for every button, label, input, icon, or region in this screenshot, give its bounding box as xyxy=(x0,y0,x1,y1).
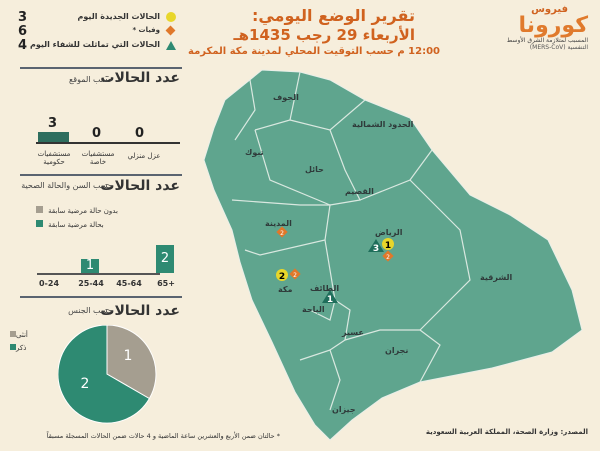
pie-slice-male xyxy=(58,325,151,424)
recovered-marker-riyadh xyxy=(368,239,384,252)
map-label-jouf: الجوف xyxy=(273,93,299,102)
pie-label-male: 2 xyxy=(81,376,90,392)
green-square-icon xyxy=(10,344,16,350)
death-marker-riyadh xyxy=(382,250,394,262)
map-label-riyadh: الرياض xyxy=(375,228,403,238)
orange-diamond-icon xyxy=(165,25,176,36)
age-bar: 1 xyxy=(81,259,99,273)
legend: 3 الحالات الجديدة اليوم 6 وفيات * 4 الحا… xyxy=(18,10,178,53)
map-label-northern: الحدود الشمالية xyxy=(352,120,414,129)
gender-legend-male: ذكر xyxy=(10,335,26,354)
region-borders xyxy=(231,71,471,411)
legend-label: ذكر xyxy=(16,344,27,352)
gender-title: عدد الحالات xyxy=(100,303,180,319)
death-marker-makkah xyxy=(289,268,301,280)
bar-value-private: 0 xyxy=(92,126,102,141)
marker-value: 2 xyxy=(280,230,284,237)
map-label-makkah: مكة xyxy=(278,285,293,294)
legend-value: 6 xyxy=(18,24,28,39)
pie-slice-female xyxy=(106,325,157,400)
marker-value: 2 xyxy=(386,254,390,261)
logo: فيروس كورونا المسبب لمتلازمة الشرق الأوس… xyxy=(470,4,598,70)
divider xyxy=(20,67,182,69)
bar-label-home: عزل منزلي xyxy=(127,152,161,160)
bars-baseline xyxy=(36,142,180,144)
legend-deaths: 6 وفيات * xyxy=(18,24,178,39)
legend-label: الحالات التي تماثلت للشفاء اليوم xyxy=(29,40,160,49)
report-date: الأربعاء 29 رجب 1435هـ xyxy=(233,26,415,44)
map-label-jizan: جيزان xyxy=(332,405,356,414)
bar-value-gov: 3 xyxy=(48,116,58,131)
bar-label-gov: مستشفيات حكومية xyxy=(37,150,71,166)
footnote: * حالتان ضمن الأربع والعشرين ساعة الماضي… xyxy=(46,432,280,440)
legend-label: بدون حالة مرضية سابقة xyxy=(48,207,118,215)
green-square-icon xyxy=(36,220,43,227)
logo-line2: كورونا xyxy=(518,13,588,38)
report-time: 12:00 م حسب التوقيت المحلي لمدينة مكة ال… xyxy=(188,46,440,57)
legend-value: 3 xyxy=(18,10,28,25)
new-case-marker-riyadh xyxy=(382,238,394,250)
gender-subtitle: حسب الجنس xyxy=(68,306,113,315)
bar-label-private: مستشفيات خاصة xyxy=(81,150,115,166)
map-label-taif: الطائف xyxy=(310,284,339,293)
marker-value: 2 xyxy=(279,272,285,282)
legend-label: الحالات الجديدة اليوم xyxy=(77,12,160,21)
legend-new-cases: 3 الحالات الجديدة اليوم xyxy=(18,10,178,25)
age-tick-label: 45-64 xyxy=(116,279,142,288)
legend-recovered: 4 الحالات التي تماثلت للشفاء اليوم xyxy=(18,38,178,53)
age-tick-label: 25-44 xyxy=(78,279,104,288)
logo-line1: فيروس xyxy=(531,4,568,15)
marker-value: 1 xyxy=(327,295,333,305)
divider xyxy=(20,296,182,298)
location-title: عدد الحالات xyxy=(100,70,180,86)
marker-value: 2 xyxy=(293,272,297,279)
age-bar: 2 xyxy=(156,245,174,273)
logo-line4: التنفسية (MERS-CoV) xyxy=(529,44,588,51)
location-subtitle: حسب الموقع xyxy=(69,75,113,84)
gray-square-icon xyxy=(36,206,43,213)
age-legend-prior: بحالة مرضية سابقة xyxy=(36,212,104,231)
age-subtitle: حسب السن والحالة الصحية xyxy=(21,181,113,190)
logo-line3: المسبب لمتلازمة الشرق الأوسط xyxy=(506,37,588,44)
source: المصدر: وزارة الصحة، المملكة العربية الس… xyxy=(425,428,588,436)
bar-gov-hospitals xyxy=(38,132,69,142)
map-country-shape xyxy=(203,69,583,441)
marker-value: 1 xyxy=(385,241,391,251)
map-label-hail: حائل xyxy=(305,165,324,174)
map-label-asir: عسير xyxy=(341,328,364,337)
legend-label: وفيات * xyxy=(132,26,160,34)
age-tick-label: 0-24 xyxy=(38,279,60,288)
gender-pie: 1 2 xyxy=(58,325,157,424)
green-triangle-icon xyxy=(166,41,176,50)
divider xyxy=(20,174,182,176)
gray-square-icon xyxy=(10,331,16,337)
map-label-qassim: القصيم xyxy=(345,187,374,196)
age-title: عدد الحالات xyxy=(100,178,180,194)
map-label-tabuk: تبوك xyxy=(245,148,264,157)
report-title: تقرير الوضع اليومي: xyxy=(251,6,415,25)
bar-value-home: 0 xyxy=(135,126,145,141)
legend-value: 4 xyxy=(18,38,28,53)
map-label-baha: الباحة xyxy=(302,305,325,314)
yellow-circle-icon xyxy=(166,12,176,22)
map-label-madinah: المدينة xyxy=(265,219,292,228)
legend-label: بحالة مرضية سابقة xyxy=(48,221,104,229)
gender-legend-female: أنثى xyxy=(10,322,28,341)
age-baseline xyxy=(37,273,160,275)
map-label-eastern: الشرقية xyxy=(480,273,512,282)
pie-label-female: 1 xyxy=(124,348,133,364)
new-case-marker-makkah xyxy=(276,269,288,281)
age-legend-none: بدون حالة مرضية سابقة xyxy=(36,198,118,217)
age-tick-label: 65+ xyxy=(157,279,175,288)
map-label-najran: نجران xyxy=(385,346,408,355)
recovered-marker-taif xyxy=(322,290,338,303)
death-marker-madinah xyxy=(276,226,288,238)
marker-value: 3 xyxy=(373,244,379,254)
legend-label: أنثى xyxy=(16,331,28,339)
